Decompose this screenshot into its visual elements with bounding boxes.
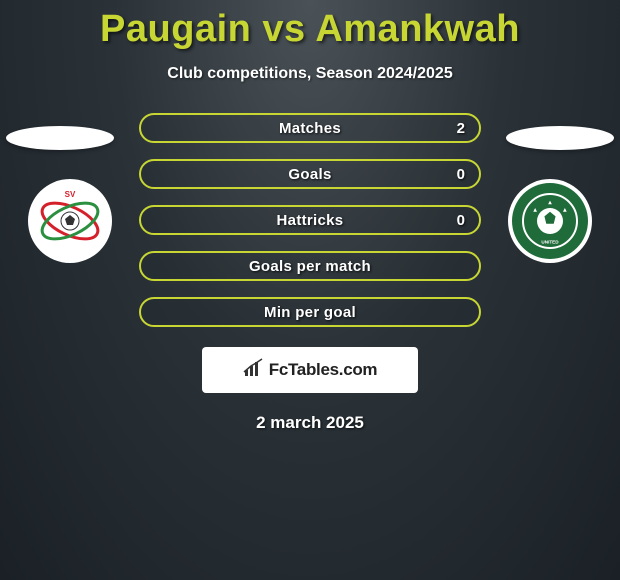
fctables-brand[interactable]: FcTables.com <box>202 347 418 393</box>
stats-list: Matches 2 Goals 0 Hattricks 0 Goals per … <box>139 113 481 327</box>
page-subtitle: Club competitions, Season 2024/2025 <box>0 65 620 83</box>
stat-label: Matches <box>279 120 341 137</box>
chart-icon <box>243 358 265 383</box>
date-label: 2 march 2025 <box>0 413 620 433</box>
stat-label: Min per goal <box>264 304 356 321</box>
stat-label: Goals per match <box>249 258 371 275</box>
stat-label: Goals <box>288 166 331 183</box>
stat-row-min-per-goal: Min per goal <box>139 297 481 327</box>
fctables-label: FcTables.com <box>269 360 378 380</box>
stat-row-goals: Goals 0 <box>139 159 481 189</box>
page-title: Paugain vs Amankwah <box>0 0 620 51</box>
stat-row-hattricks: Hattricks 0 <box>139 205 481 235</box>
stat-right-value: 0 <box>457 212 465 229</box>
stat-row-matches: Matches 2 <box>139 113 481 143</box>
stat-right-value: 2 <box>457 120 465 137</box>
stat-label: Hattricks <box>277 212 344 229</box>
stat-right-value: 0 <box>457 166 465 183</box>
stat-row-goals-per-match: Goals per match <box>139 251 481 281</box>
